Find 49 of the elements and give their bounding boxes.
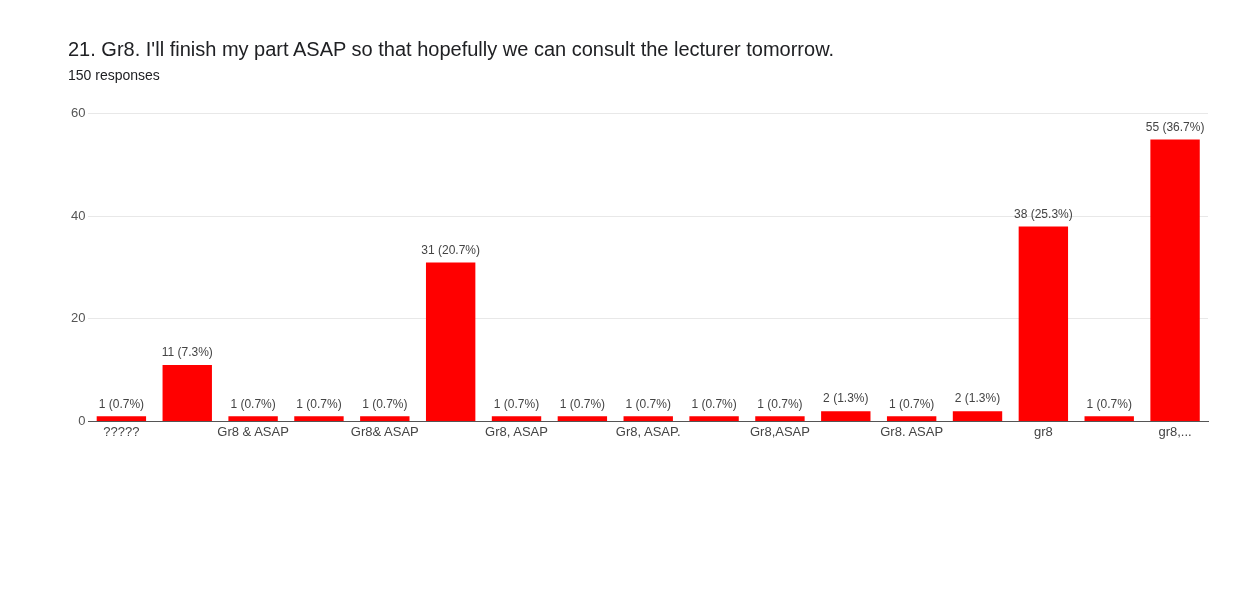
bar (755, 416, 805, 421)
x-tick-label: Gr8,ASAP (749, 423, 810, 439)
bar (821, 411, 871, 421)
data-label: 1 (0.7%) (1086, 396, 1132, 411)
x-tick-label: Gr8& ASAP (350, 423, 419, 439)
bar (886, 416, 937, 421)
bar (952, 411, 1003, 421)
bar (294, 416, 344, 421)
chart-subtitle: 150 responses (68, 67, 161, 83)
bar (557, 416, 608, 421)
bar (1018, 226, 1069, 421)
data-label: 1 (0.7%) (362, 396, 408, 411)
data-label: 1 (0.7%) (757, 396, 803, 411)
data-label: 1 (0.7%) (296, 396, 342, 411)
x-tick-label: Gr8, ASAP. (615, 423, 681, 439)
x-tick-label: gr8,... (1158, 423, 1192, 439)
data-label: 1 (0.7%) (691, 396, 737, 411)
chart-title: 21. Gr8. I'll finish my part ASAP so that hopefully we can consult the lecturer tomorrow. (68, 38, 836, 61)
bar (623, 416, 673, 421)
x-tick-label: Gr8. ASAP (880, 423, 944, 439)
data-label: 11 (7.3%) (161, 345, 213, 360)
bar (425, 262, 476, 421)
y-tick-label: 0 (78, 412, 86, 428)
bar (162, 365, 212, 421)
bar (689, 416, 739, 421)
bar (1084, 416, 1134, 421)
data-label: 31 (20.7%) (421, 242, 481, 257)
bar (96, 416, 147, 421)
data-label: 2 (1.3%) (823, 391, 869, 406)
data-label: 1 (0.7%) (559, 396, 606, 411)
data-label: 1 (0.7%) (625, 396, 671, 411)
y-tick-label: 40 (70, 207, 86, 223)
data-label: 1 (0.7%) (493, 396, 540, 411)
x-tick-label: ????? (103, 423, 140, 439)
data-label: 55 (36.7%) (1145, 119, 1205, 134)
x-tick-label: Gr8 & ASAP (217, 423, 289, 439)
data-label: 1 (0.7%) (888, 396, 935, 411)
bar (1150, 139, 1200, 421)
data-label: 2 (1.3%) (954, 391, 1001, 406)
y-tick-label: 20 (70, 310, 86, 326)
data-label: 1 (0.7%) (230, 396, 276, 411)
x-tick-label: gr8 (1033, 423, 1053, 439)
x-tick-label: Gr8, ASAP (485, 423, 548, 439)
data-label: 1 (0.7%) (98, 396, 145, 411)
data-label: 38 (25.3%) (1014, 206, 1073, 221)
bar (360, 416, 410, 421)
y-tick-label: 60 (70, 105, 86, 121)
bar (491, 416, 542, 421)
bar (228, 416, 278, 421)
